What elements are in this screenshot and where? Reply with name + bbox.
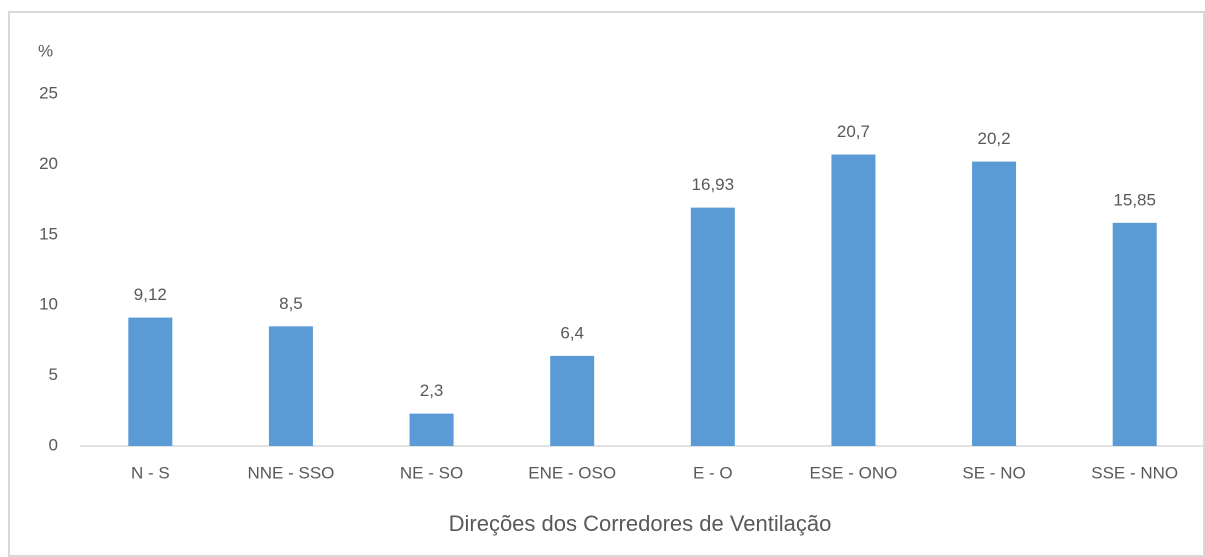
data-label: 6,4 xyxy=(560,323,584,342)
data-label: 9,12 xyxy=(134,285,167,304)
bar xyxy=(409,413,454,446)
x-tick-label: N - S xyxy=(131,463,170,482)
x-tick-label: SSE - NNO xyxy=(1091,463,1178,482)
bar xyxy=(1112,222,1157,446)
y-tick-label: 0 xyxy=(49,435,58,454)
data-label: 15,85 xyxy=(1113,190,1156,209)
data-label: 8,5 xyxy=(279,294,303,313)
y-tick-label: 15 xyxy=(39,224,58,243)
bar xyxy=(690,207,735,446)
x-axis-title: Direções dos Corredores de Ventilação xyxy=(449,511,832,536)
data-label: 16,93 xyxy=(692,175,735,194)
bar xyxy=(972,161,1017,447)
x-tick-label: ENE - OSO xyxy=(528,463,616,482)
bar xyxy=(550,355,595,446)
x-tick-label: ESE - ONO xyxy=(810,463,898,482)
x-tick-label: NNE - SSO xyxy=(247,463,334,482)
bar xyxy=(831,154,876,446)
y-tick-label: 25 xyxy=(39,83,58,102)
x-tick-label: SE - NO xyxy=(962,463,1025,482)
x-tick-label: NE - SO xyxy=(400,463,463,482)
data-label: 20,2 xyxy=(978,129,1011,148)
y-axis-label: % xyxy=(38,41,53,60)
y-tick-label: 5 xyxy=(49,365,58,384)
data-label: 20,7 xyxy=(837,122,870,141)
bar xyxy=(268,326,313,446)
x-tick-label: E - O xyxy=(693,463,733,482)
y-tick-label: 10 xyxy=(39,295,58,314)
y-tick-label: 20 xyxy=(39,154,58,173)
bar xyxy=(128,317,173,446)
data-label: 2,3 xyxy=(420,381,444,400)
